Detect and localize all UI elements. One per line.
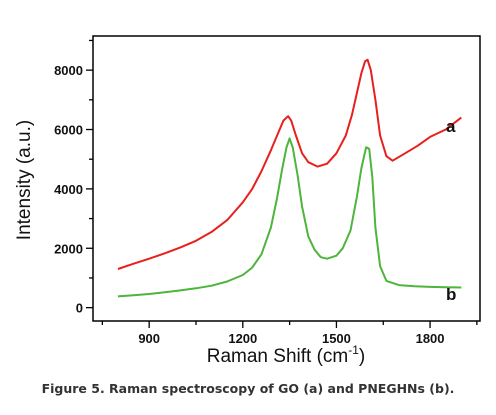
plot-frame bbox=[92, 35, 481, 322]
series-label-a: a bbox=[446, 117, 456, 136]
y-tick-label: 2000 bbox=[54, 241, 83, 256]
series-line-a bbox=[117, 58, 462, 270]
y-tick-label: 4000 bbox=[54, 182, 83, 197]
x-axis-title-sup: -1 bbox=[348, 343, 359, 357]
y-tick-label: 6000 bbox=[54, 123, 83, 138]
x-tick-label: 1500 bbox=[322, 331, 351, 346]
raman-chart: 900 1200 1500 1800 0 2000 4000 6000 8000 a b In… bbox=[14, 35, 481, 367]
x-tick-label: 1800 bbox=[416, 331, 445, 346]
series-line-b bbox=[117, 137, 462, 298]
x-axis-title: Raman Shift (cm-1) bbox=[207, 343, 365, 367]
figure-caption: Figure 5. Raman spectroscopy of GO (a) a… bbox=[41, 381, 455, 396]
y-axis-title: Intensity (a.u.) bbox=[14, 120, 35, 240]
y-axis-ticks: 0 2000 4000 6000 8000 bbox=[54, 39, 93, 316]
x-tick-label: 900 bbox=[138, 331, 160, 346]
x-axis-title-end: ) bbox=[359, 346, 365, 367]
series-label-b: b bbox=[446, 285, 456, 304]
x-axis-title-main: Raman Shift (cm bbox=[207, 346, 348, 367]
y-tick-label: 8000 bbox=[54, 63, 83, 78]
x-tick-label: 1200 bbox=[228, 331, 257, 346]
series-layer bbox=[117, 58, 462, 298]
y-tick-label: 0 bbox=[76, 301, 83, 316]
x-axis-ticks: 900 1200 1500 1800 bbox=[101, 321, 478, 346]
